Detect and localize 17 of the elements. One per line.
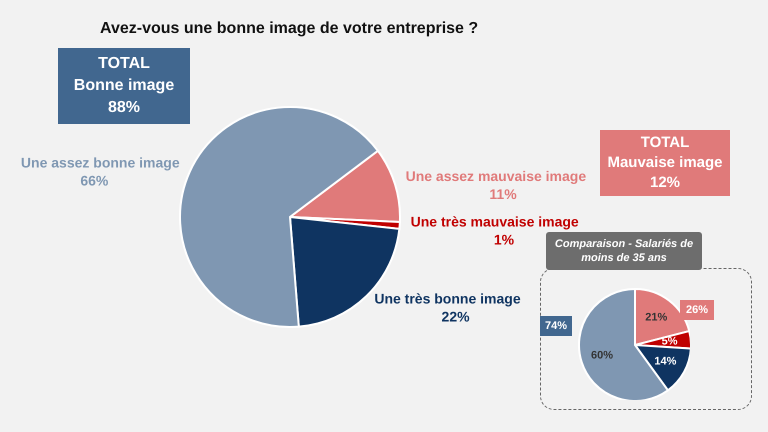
text: 26% <box>680 300 714 320</box>
slice-label: Une très bonne image <box>374 290 521 307</box>
text: 74% <box>540 316 572 336</box>
chart-title: Comparaison - Salariés de moins de 35 ans <box>546 232 702 270</box>
text: TOTAL Bonne image 88% <box>72 54 176 118</box>
chart-title: Avez-vous une bonne image de votre entreprise ? <box>100 20 478 38</box>
data-label: 21% <box>645 312 668 324</box>
slice-label: Une assez bonne image <box>20 154 180 170</box>
data-label: 22% <box>442 308 470 325</box>
data-label: 66% <box>80 172 109 188</box>
text: TOTAL Mauvaise image 12% <box>600 133 730 193</box>
data-label: 11% <box>489 186 518 202</box>
slice-label: Une assez mauvaise image <box>406 168 586 184</box>
data-label: 1% <box>494 231 515 248</box>
data-label: 60% <box>590 350 614 362</box>
data-label: 14% <box>654 356 677 368</box>
slice-label: Une très mauvaise image <box>410 213 579 230</box>
